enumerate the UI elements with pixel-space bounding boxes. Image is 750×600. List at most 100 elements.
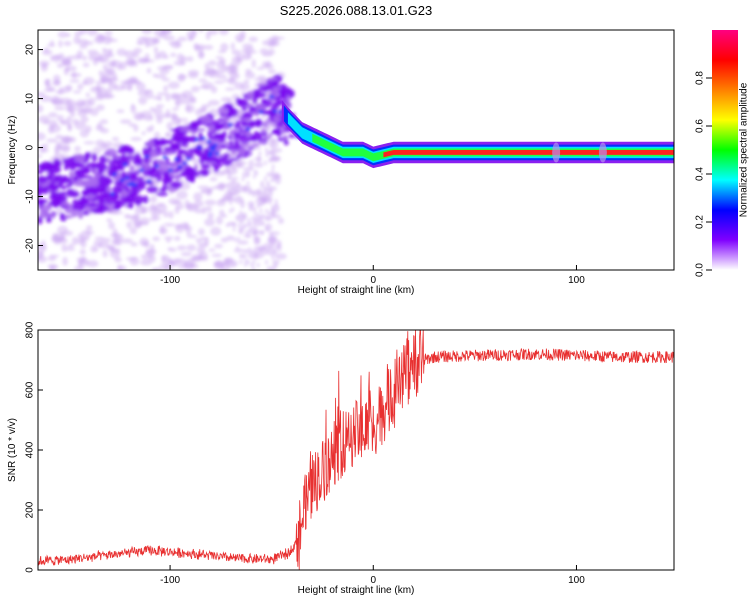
spectrogram-cell (155, 74, 167, 79)
colorbar-tick-label: 0.6 (695, 119, 706, 133)
spectrogram-cell (80, 239, 87, 248)
spectrogram-cell (108, 48, 113, 54)
spectrogram-cell (182, 170, 190, 176)
spectrogram-cell (149, 244, 155, 252)
spectrogram-cell (79, 30, 88, 35)
spectrogram-cell (75, 162, 86, 169)
spectrogram-cell (39, 163, 50, 172)
spectrogram-cell (256, 103, 267, 111)
spectrogram-cell (211, 253, 222, 258)
spectrogram-cell (170, 92, 178, 100)
spectrogram-cell (59, 191, 68, 196)
spectrogram-cell (106, 186, 112, 193)
spectrogram-cell (213, 69, 225, 75)
spectrogram-cell (243, 51, 250, 61)
spectrogram-cell (250, 202, 254, 208)
spectrogram-cell (225, 223, 230, 227)
spectrogram-cell (205, 206, 213, 212)
spectrogram-cell (159, 264, 167, 270)
spectrogram-cell (252, 173, 256, 179)
spectrogram-cell (54, 145, 61, 153)
spectrogram-cell (130, 241, 138, 247)
spectrogram-cell (170, 112, 177, 120)
spectrogram-cell (73, 35, 81, 45)
spectrogram-cell (99, 192, 111, 199)
ridge-bump (552, 142, 561, 163)
spectrogram-cell (270, 147, 283, 153)
spectrogram-cell (66, 116, 73, 123)
spectrogram-cell (203, 44, 214, 50)
spectrogram-cell (186, 56, 194, 62)
spectrogram-cell (187, 72, 199, 79)
spectrogram-cell (101, 48, 107, 52)
spectrogram-cell (233, 132, 240, 138)
spectrogram-cell (144, 90, 154, 100)
spectrogram-cell (232, 226, 236, 232)
spectrogram-cell (203, 70, 209, 77)
spectrogram-cell (184, 152, 195, 158)
spectrogram-cell (191, 30, 197, 35)
spectrogram-cell (65, 84, 73, 91)
spectrogram-cell (220, 43, 229, 52)
spectrogram-cell (247, 221, 251, 227)
spectrogram-cell (257, 140, 261, 146)
spectrogram-cell (38, 186, 45, 195)
spectrogram-cell (129, 256, 140, 266)
spectrogram-cell (140, 259, 152, 266)
snr-ticks: -100 0 100 0 200 400 600 800 (25, 321, 586, 586)
spectrogram-cell (57, 31, 69, 38)
spectrogram-cell (271, 79, 279, 88)
spectrogram-cell (111, 186, 123, 194)
spectrogram-cell (83, 141, 95, 145)
spectrogram-cell (81, 180, 87, 187)
spectrogram-cell (163, 147, 173, 152)
spectrogram-cell (151, 37, 160, 44)
spectrogram-cell (237, 223, 241, 229)
spectrogram-cell (148, 115, 154, 119)
spectrogram-cell (105, 148, 117, 157)
spectrogram-cell (236, 189, 240, 195)
spectrogram-cell (157, 160, 167, 164)
spectrogram-cell (202, 156, 214, 163)
spectrogram-cell (179, 118, 189, 122)
spectrogram-cell (196, 146, 202, 150)
spectrogram-cell (142, 195, 149, 204)
spectrogram-cell (172, 132, 178, 138)
spectrogram-cell (237, 195, 241, 201)
spectrogram-cell (258, 86, 264, 91)
spectrogram-cell (163, 222, 176, 227)
spectrogram-cell (194, 208, 204, 214)
spectrogram-cell (264, 147, 268, 153)
spectrogram-cell (69, 111, 76, 118)
spectrogram-cell (200, 163, 211, 170)
spectrogram-cell (265, 139, 269, 145)
spectrogram-cell (266, 41, 276, 48)
spectrogram-cell (197, 185, 209, 189)
spectrogram-cell (139, 217, 150, 225)
spectrogram-cell (274, 199, 278, 205)
spectrogram-cell (104, 30, 113, 35)
spectrogram-cell (146, 185, 159, 193)
spectrogram-cell (266, 211, 276, 215)
spectrogram-cell (203, 148, 209, 153)
spectrogram-cell (144, 175, 150, 181)
spectrogram-cell (63, 67, 69, 76)
spectrogram-cell (171, 144, 177, 152)
spectrogram-cell (154, 164, 160, 168)
spectrogram-cell (74, 154, 86, 163)
spectrogram-cell (129, 76, 138, 83)
spectrogram-cell (231, 49, 241, 56)
spectrogram-cell (230, 42, 235, 51)
spectrogram-cell (272, 214, 281, 219)
spectrogram-cell (88, 97, 96, 107)
spectrogram-cell (259, 208, 263, 214)
spectrogram-cell (38, 175, 48, 184)
spectrogram-cell (89, 178, 100, 188)
spectrogram-cell (146, 179, 152, 183)
spectrogram-cell (79, 248, 86, 256)
spectrogram-cell (96, 33, 105, 43)
spectrogram-cell (187, 170, 194, 179)
spectrogram-cell (57, 225, 69, 235)
spectrogram-cell (130, 214, 139, 223)
spectrogram-cell (134, 153, 141, 158)
